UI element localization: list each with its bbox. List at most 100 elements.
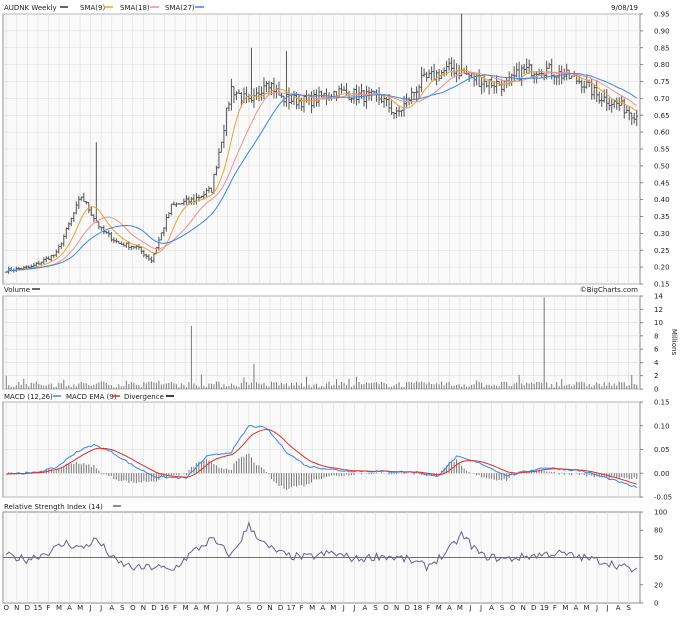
rsi-axis: 100 80 50 20 0 [640, 509, 667, 608]
price-bar [635, 109, 639, 127]
y-tick-label: 10 [654, 319, 663, 327]
x-tick-label: 15 [33, 604, 42, 612]
x-tick-label: A [320, 604, 325, 612]
x-tick-label: M [457, 604, 463, 612]
x-tick-label: A [489, 604, 494, 612]
y-tick-label: 0.60 [654, 129, 670, 137]
x-tick-label: O [257, 604, 263, 612]
y-tick-label: 0 [654, 600, 658, 608]
x-tick-label: D [404, 604, 409, 612]
y-tick-label: 100 [654, 509, 667, 517]
y-tick-label: 6 [654, 346, 659, 354]
rsi-panel: 100 80 50 20 0 Relative Strength Index (14) [2, 503, 667, 608]
macd-axis: 0.15 0.10 0.05 0.00 -0.05 [640, 399, 672, 502]
x-tick-label: D [25, 604, 30, 612]
y-tick-label: 0.15 [654, 399, 670, 407]
x-tick-label: O [383, 604, 389, 612]
x-tick-label: M [183, 604, 189, 612]
x-tick-label: 16 [160, 604, 169, 612]
bigcharts-credit: ©BigCharts.com [580, 286, 638, 294]
volume-title: Volume [4, 286, 30, 294]
x-tick-label: N [394, 604, 399, 612]
x-axis-labels: O N D 15 F M A M J J A S O N D 16 F M A M J J A S O N D 17 F M A M J J A S O… [3, 604, 631, 612]
x-tick-label: F [173, 604, 177, 612]
x-tick-label: F [300, 604, 304, 612]
x-tick-label: A [574, 604, 579, 612]
volume-panel: 14 12 10 8 6 4 2 0 Volume ©BigCharts.com Millio… [2, 286, 678, 394]
y-tick-label: 0 [654, 386, 658, 394]
y-tick-label: 0.25 [654, 247, 670, 255]
x-tick-label: A [67, 604, 72, 612]
x-tick-label: M [436, 604, 442, 612]
x-tick-label: A [616, 604, 621, 612]
y-tick-label: 8 [654, 332, 658, 340]
y-tick-label: 0.70 [654, 95, 670, 103]
x-tick-label: N [521, 604, 526, 612]
price-grid [3, 13, 640, 285]
legend-sma27: SMA(27) [165, 4, 195, 12]
x-tick-label: J [595, 604, 598, 612]
x-tick-label: O [130, 604, 136, 612]
y-tick-label: 0.80 [654, 61, 670, 69]
x-tick-label: J [352, 604, 355, 612]
sma-18-line [6, 71, 637, 273]
x-tick-label: D [151, 604, 156, 612]
x-tick-label: O [3, 604, 9, 612]
y-tick-label: 0.95 [654, 11, 670, 19]
x-tick-label: S [500, 604, 505, 612]
x-tick-label: N [267, 604, 272, 612]
y-tick-label: 14 [654, 293, 663, 301]
x-tick-label: A [447, 604, 452, 612]
x-tick-label: D [278, 604, 283, 612]
macd-legend-ema: MACD EMA (9) [66, 393, 117, 401]
macd-legend-divergence: Divergence [124, 393, 164, 401]
y-tick-label: 2 [654, 372, 658, 380]
legend-sma18: SMA(18) [120, 4, 150, 12]
x-tick-label: A [236, 604, 241, 612]
y-tick-label: 4 [654, 359, 659, 367]
x-tick-label: F [46, 604, 50, 612]
macd-panel: 0.15 0.10 0.05 0.00 -0.05 MACD (12,26) MACD … [2, 393, 672, 502]
x-tick-label: O [510, 604, 516, 612]
x-tick-label: N [141, 604, 146, 612]
y-tick-label: 20 [654, 581, 663, 589]
y-tick-label: 0.50 [654, 162, 670, 170]
price-date: 9/08/19 [611, 4, 638, 12]
x-tick-label: S [247, 604, 252, 612]
y-tick-label: 80 [654, 527, 663, 535]
x-tick-label: 17 [287, 604, 296, 612]
x-tick-label: M [583, 604, 589, 612]
y-tick-label: 0.20 [654, 264, 670, 272]
x-tick-label: 18 [413, 604, 422, 612]
x-tick-label: S [120, 604, 125, 612]
volume-grid [3, 295, 640, 390]
macd-line [6, 424, 638, 489]
volume-axis: 14 12 10 8 6 4 2 0 [640, 293, 663, 394]
x-tick-label: 19 [540, 604, 549, 612]
volume-bars [5, 297, 638, 389]
y-tick-label: 0.75 [654, 78, 670, 86]
y-tick-label: 50 [654, 554, 663, 562]
x-tick-label: D [531, 604, 536, 612]
x-tick-label: M [330, 604, 336, 612]
macd-signal-line [6, 428, 637, 485]
x-tick-label: J [89, 604, 92, 612]
x-tick-label: F [426, 604, 430, 612]
y-tick-label: 0.45 [654, 179, 670, 187]
x-tick-label: M [77, 604, 83, 612]
x-tick-label: M [56, 604, 62, 612]
y-tick-label: 0.30 [654, 230, 670, 238]
y-tick-label: 0.05 [654, 446, 670, 454]
price-panel: 0.95 0.90 0.85 0.80 0.75 0.70 0.65 0.60 0.55 0.50… [2, 4, 670, 289]
x-tick-label: N [14, 604, 19, 612]
y-tick-label: 0.15 [654, 281, 670, 289]
y-tick-label: 12 [654, 306, 663, 314]
legend-sma9: SMA(9) [80, 4, 105, 12]
y-tick-label: 0.10 [654, 422, 670, 430]
x-tick-label: J [215, 604, 218, 612]
x-tick-label: M [204, 604, 210, 612]
x-tick-label: J [606, 604, 609, 612]
x-tick-label: A [194, 604, 199, 612]
y-tick-label: 0.55 [654, 146, 670, 154]
